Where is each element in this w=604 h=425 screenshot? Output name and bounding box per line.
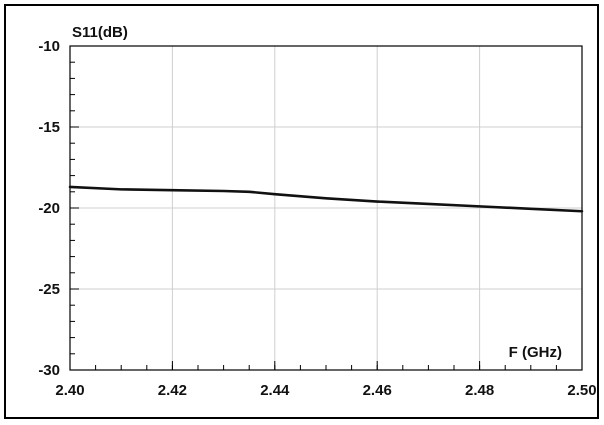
x-tick-label: 2.44 [260,382,290,399]
tick-labels: 2.40 2.42 2.44 2.46 2.48 2.50 -10 -15 -20 -25 -30 [38,38,596,399]
x-tick-label: 2.48 [465,382,494,399]
x-tick-label: 2.46 [363,382,392,399]
x-axis-title: F (GHz) [509,344,562,361]
x-tick-label: 2.50 [567,382,596,399]
y-tick-label: -10 [38,38,60,55]
x-tick-label: 2.42 [158,382,187,399]
y-tick-label: -15 [38,119,60,136]
series-layer [68,185,584,213]
chart-frame [4,4,599,419]
y-tick-label: -20 [38,200,60,217]
s11-series-line [68,185,584,213]
y-tick-label: -25 [38,281,60,298]
y-axis-title: S11(dB) [72,24,128,41]
tick-marks [69,45,583,371]
y-tick-label: -30 [38,362,60,379]
x-tick-label: 2.40 [55,382,84,399]
